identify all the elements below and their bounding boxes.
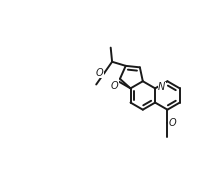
Text: N: N (158, 82, 165, 92)
Text: O: O (111, 81, 118, 91)
Text: O: O (95, 68, 103, 78)
Text: O: O (169, 118, 176, 128)
